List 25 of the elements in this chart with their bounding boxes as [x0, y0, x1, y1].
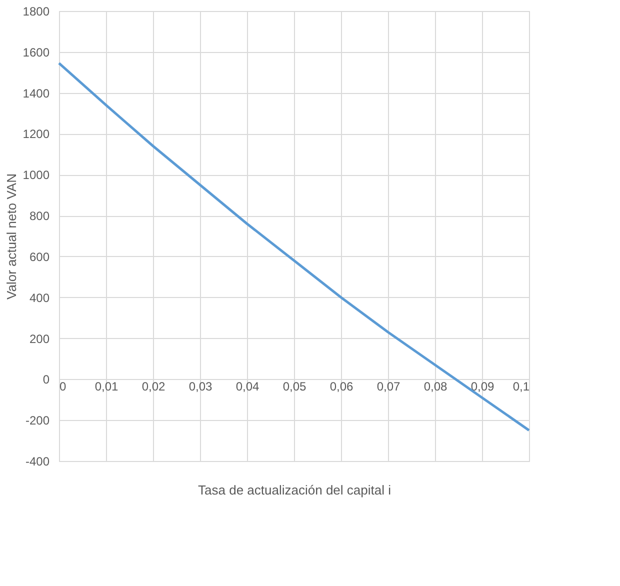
x-tick-label: 0	[60, 380, 66, 394]
line-series	[58, 62, 530, 432]
y-tick-label: 1400	[22, 86, 50, 100]
x-tick-label: 0,07	[376, 380, 400, 394]
x-tick-label: 0,04	[236, 380, 260, 394]
x-tick-label: 0,03	[188, 380, 212, 394]
x-tick-label: 0,05	[282, 380, 306, 394]
x-tick-label: 0,02	[142, 380, 166, 394]
y-tick-label: 1000	[22, 168, 50, 182]
x-tick-label: 0,06	[330, 380, 354, 394]
y-tick-label: 1800	[22, 4, 50, 18]
y-tick-label: -400	[25, 454, 50, 468]
y-tick-label: 200	[29, 332, 50, 346]
y-tick-label: 600	[29, 250, 50, 264]
y-tick-label: 400	[29, 290, 50, 305]
x-tick-label: 0,1	[512, 380, 530, 394]
y-tick-label: 1600	[22, 45, 50, 60]
y-tick-label: 1200	[22, 127, 50, 142]
x-tick-label: 0,09	[470, 380, 494, 394]
y-tick-label: 800	[29, 209, 50, 224]
x-tick-label: 0,08	[424, 380, 448, 394]
x-axis-title: Tasa de actualización del capital i	[198, 482, 392, 498]
y-axis-title: Valor actual neto VAN	[4, 174, 19, 300]
x-tick-label: 0,01	[94, 380, 118, 394]
y-tick-label: -200	[25, 414, 50, 428]
